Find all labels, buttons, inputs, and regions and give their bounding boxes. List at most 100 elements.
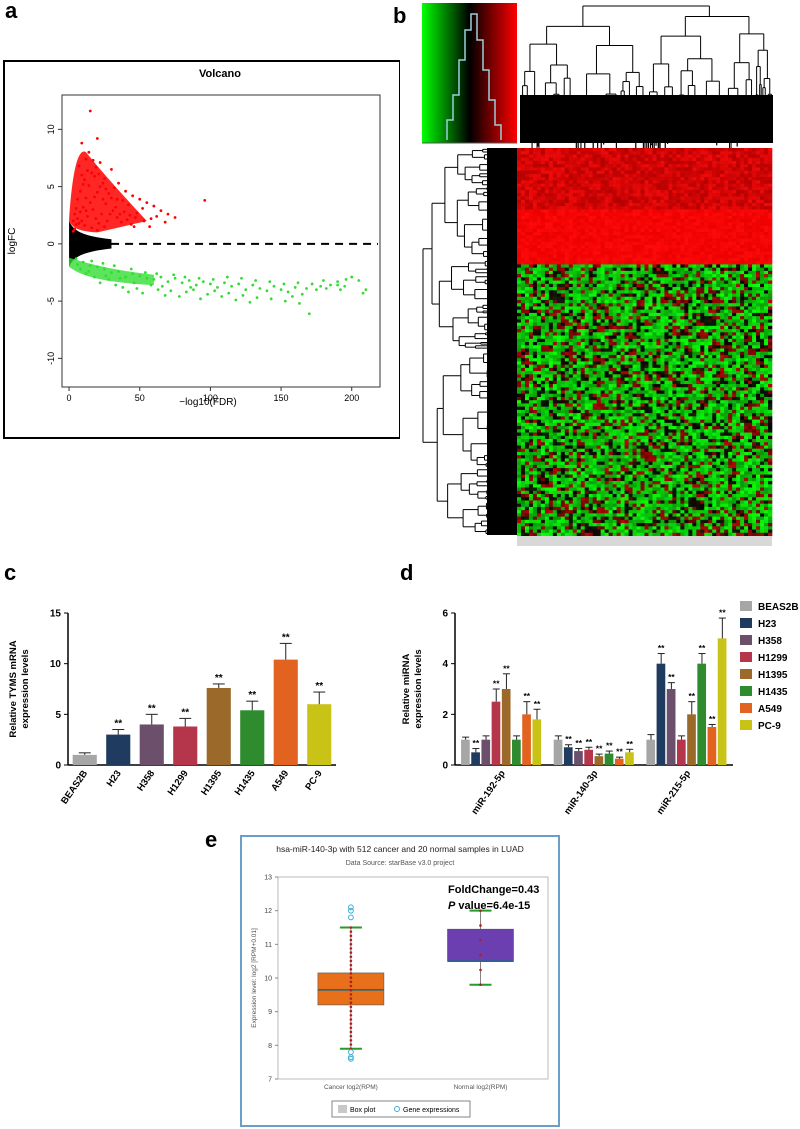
heatmap-cell: [620, 190, 625, 194]
heatmap-cell: [744, 335, 749, 340]
heatmap-cell: [736, 215, 741, 220]
heatmap-cell: [720, 267, 725, 272]
heatmap-cell: [700, 306, 705, 310]
heatmap-cell: [632, 186, 637, 191]
heatmap-cell: [608, 183, 613, 188]
volcano-point-up: [95, 137, 99, 140]
heatmap-cell: [592, 228, 597, 233]
heatmap-cell: [688, 241, 693, 246]
heatmap-cell: [660, 261, 665, 265]
volcano-point-up: [100, 212, 103, 216]
heatmap-cell: [596, 290, 601, 294]
heatmap-cell: [560, 299, 566, 304]
heatmap-cell: [660, 325, 665, 330]
heatmap-cell: [548, 254, 554, 259]
heatmap-cell: [548, 277, 554, 281]
heatmap-cell: [768, 157, 773, 162]
heatmap-cell: [664, 248, 669, 252]
heatmap-cell: [664, 235, 669, 239]
heatmap-cell: [740, 338, 745, 343]
heatmap-cell: [732, 332, 737, 336]
heatmap-cell: [688, 235, 693, 239]
heatmap-cell: [688, 335, 693, 340]
heatmap-cell: [604, 202, 609, 207]
heatmap-cell: [648, 261, 653, 265]
heatmap-cell: [584, 322, 590, 327]
heatmap-cell: [640, 283, 645, 288]
heatmap-cell: [644, 322, 649, 327]
heatmap-cell: [692, 296, 697, 301]
heatmap-cell: [764, 164, 769, 168]
heatmap-cell: [688, 325, 693, 330]
heatmap-cell: [556, 154, 562, 158]
heatmap-cell: [564, 329, 570, 333]
heatmap-cell: [652, 332, 657, 336]
volcano-point-down: [255, 296, 259, 300]
heatmap-cell: [540, 160, 546, 165]
heatmap-cell: [648, 296, 653, 301]
heatmap-cell: [556, 299, 562, 304]
heatmap-cell: [732, 173, 737, 178]
heatmap-cell: [532, 183, 538, 188]
heatmap-cell: [676, 222, 681, 226]
heatmap-cell: [640, 164, 645, 168]
heatmap-cell: [708, 235, 713, 239]
heatmap-cell: [580, 157, 586, 162]
heatmap-cell: [768, 173, 773, 178]
heatmap-cell: [556, 164, 562, 168]
heatmap-cell: [576, 319, 582, 323]
heatmap-cell: [708, 261, 713, 265]
heatmap-cell: [584, 154, 590, 158]
heatmap-cell: [704, 254, 709, 259]
heatmap-cell: [676, 164, 681, 168]
heatmap-cell: [716, 283, 721, 288]
heatmap-cell: [748, 157, 753, 162]
heatmap-cell: [544, 160, 550, 165]
heatmap-cell: [684, 193, 689, 197]
heatmap-cell: [692, 251, 697, 255]
heatmap-cell: [748, 299, 753, 304]
heatmap-cell: [548, 299, 554, 304]
heatmap-cell: [696, 338, 701, 343]
heatmap-cell: [652, 190, 657, 194]
heatmap-cell: [552, 309, 558, 314]
heatmap-cell: [744, 180, 749, 184]
heatmap-cell: [608, 251, 613, 255]
heatmap-cell: [700, 199, 705, 204]
heatmap-cell: [680, 209, 685, 213]
heatmap-cell: [752, 299, 757, 304]
heatmap-cell: [684, 212, 689, 217]
heatmap-cell: [600, 225, 605, 230]
heatmap-cell: [704, 338, 709, 343]
heatmap-cell: [624, 199, 629, 204]
heatmap-cell: [724, 332, 729, 336]
heatmap-cell: [560, 335, 566, 340]
volcano-point-up: [91, 208, 95, 211]
heatmap-cell: [524, 180, 530, 184]
heatmap-cell: [652, 180, 657, 184]
heatmap-cell: [584, 177, 590, 181]
heatmap-cell: [724, 186, 729, 191]
heatmap-cell: [716, 154, 721, 158]
heatmap-cell: [524, 316, 530, 320]
heatmap-cell: [540, 219, 546, 223]
heatmap-cell: [680, 232, 685, 236]
y-tick-label: -10: [46, 352, 56, 365]
volcano-ylabel: logFC: [7, 228, 18, 255]
heatmap-cell: [680, 283, 685, 288]
heatmap-cell: [716, 157, 721, 162]
heatmap-cell: [644, 293, 649, 298]
heatmap-cell: [532, 316, 538, 320]
heatmap-cell: [556, 312, 562, 317]
heatmap-cell: [517, 257, 522, 262]
heatmap-cell: [712, 219, 717, 223]
heatmap-cell: [536, 267, 542, 272]
heatmap-cell: [588, 228, 594, 233]
volcano-point-down: [172, 273, 176, 277]
heatmap-cell: [556, 235, 562, 239]
heatmap-cell: [740, 277, 745, 281]
heatmap-cell: [628, 332, 633, 336]
heatmap-cell: [684, 277, 689, 281]
heatmap-cell: [544, 251, 550, 255]
heatmap-cell: [708, 157, 713, 162]
